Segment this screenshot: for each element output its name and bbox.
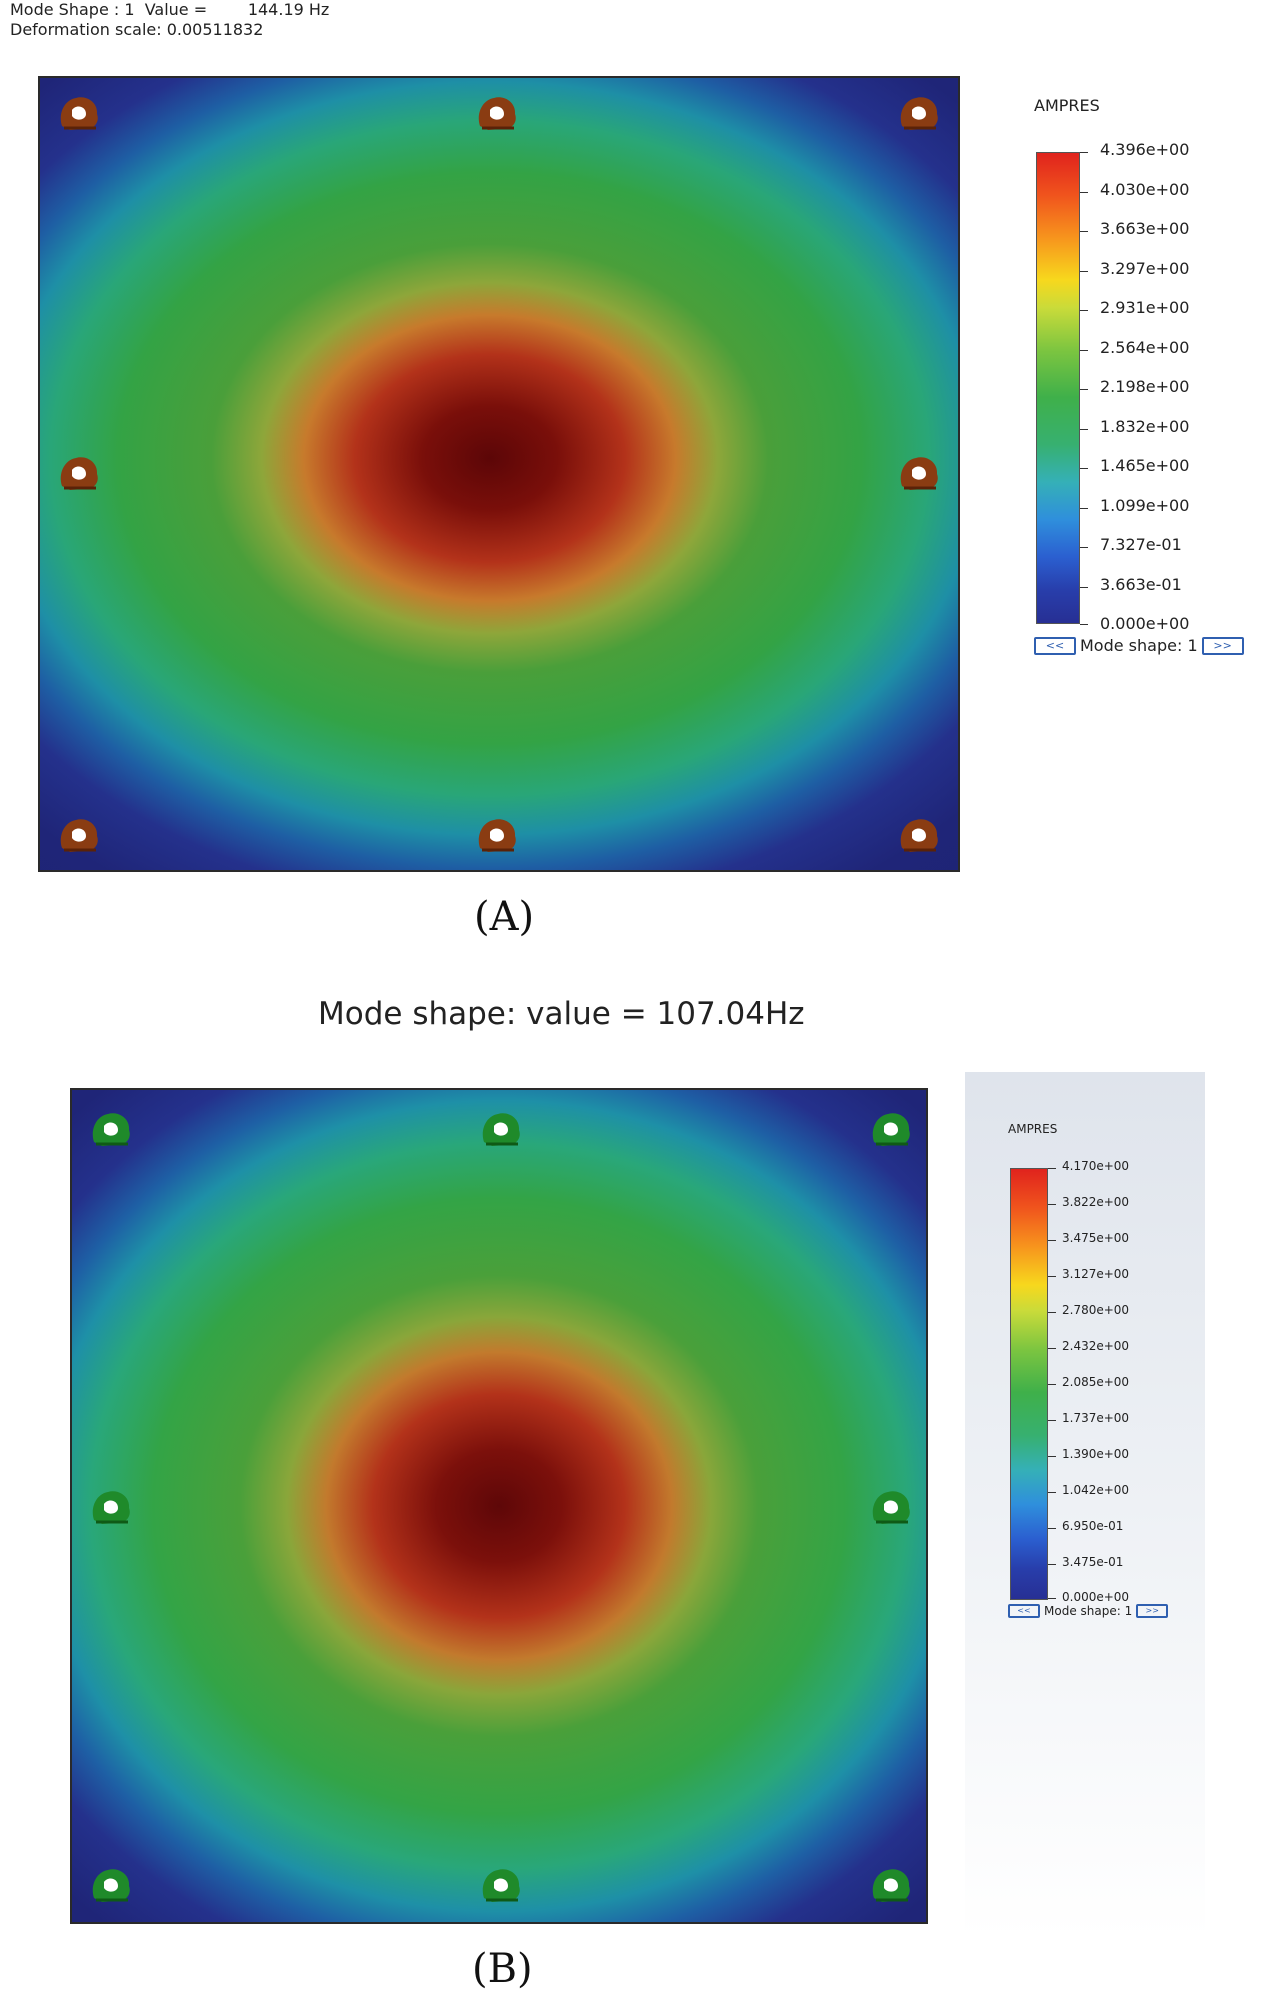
legend-title: AMPRES <box>1008 1122 1058 1136</box>
fixture-icon <box>896 452 942 494</box>
legend-tick-label: 3.127e+00 <box>1062 1267 1130 1281</box>
legend-tick-label: 4.030e+00 <box>1100 180 1190 199</box>
legend-tick-label: 3.475e-01 <box>1062 1555 1124 1569</box>
legend-tick-label: 3.297e+00 <box>1100 259 1190 278</box>
fixture-icon <box>88 1108 134 1150</box>
legend-tick <box>1048 1168 1056 1169</box>
fixture-icon <box>88 1486 134 1528</box>
viewport-background <box>965 1072 1205 1938</box>
legend-tick <box>1048 1276 1056 1277</box>
legend-tick <box>1080 271 1088 272</box>
legend-tick <box>1048 1564 1056 1565</box>
legend-tick-label: 0.000e+00 <box>1062 1590 1130 1604</box>
legend-tick-label: 4.170e+00 <box>1062 1159 1130 1173</box>
legend-tick-label: 3.663e+00 <box>1100 219 1190 238</box>
legend-tick-label: 1.832e+00 <box>1100 417 1190 436</box>
legend-a: AMPRES 4.396e+00 4.030e+00 3.663e+00 3.2… <box>1034 96 1274 666</box>
legend-tick <box>1048 1420 1056 1421</box>
previous-mode-button[interactable]: << <box>1008 1604 1040 1618</box>
fixture-icon <box>478 1108 524 1150</box>
legend-tick-label: 3.475e+00 <box>1062 1231 1130 1245</box>
mode-shape-label: Mode shape: 1 <box>1044 1604 1133 1618</box>
legend-tick-label: 1.737e+00 <box>1062 1411 1130 1425</box>
legend-tick <box>1048 1312 1056 1313</box>
mode-shape-navigator: << Mode shape: 1 >> <box>1008 1604 1169 1618</box>
caption-b: (B) <box>472 1946 533 1992</box>
legend-tick <box>1048 1492 1056 1493</box>
color-bar <box>1036 152 1080 624</box>
legend-tick <box>1080 429 1088 430</box>
mode-shape-title: Mode shape: value = 107.04Hz <box>318 996 805 1032</box>
mode-shape-navigator: << Mode shape: 1 >> <box>1034 636 1244 655</box>
legend-tick-label: 2.564e+00 <box>1100 338 1190 357</box>
fixture-icon <box>868 1108 914 1150</box>
color-bar <box>1010 1168 1048 1600</box>
fixture-icon <box>56 452 102 494</box>
legend-tick <box>1080 508 1088 509</box>
fixture-icon <box>88 1864 134 1906</box>
legend-tick <box>1080 192 1088 193</box>
legend-title: AMPRES <box>1034 96 1100 115</box>
caption-a: (A) <box>474 894 535 940</box>
legend-tick-label: 6.950e-01 <box>1062 1519 1124 1533</box>
next-mode-button[interactable]: >> <box>1136 1604 1169 1618</box>
plate-b-contour-plot[interactable] <box>70 1088 928 1924</box>
legend-tick <box>1080 231 1088 232</box>
legend-tick-label: 1.465e+00 <box>1100 456 1190 475</box>
fixture-icon <box>474 814 520 856</box>
legend-tick <box>1080 587 1088 588</box>
plate-a-contour-plot[interactable] <box>38 76 960 872</box>
legend-tick <box>1048 1528 1056 1529</box>
mode-shape-value-text: Mode Shape : 1 Value = 144.19 Hz <box>10 0 330 19</box>
previous-mode-button[interactable]: << <box>1034 636 1076 655</box>
legend-tick-label: 1.099e+00 <box>1100 496 1190 515</box>
legend-tick <box>1080 547 1088 548</box>
legend-tick-label: 2.931e+00 <box>1100 298 1190 317</box>
legend-tick <box>1048 1348 1056 1349</box>
legend-tick-label: 2.432e+00 <box>1062 1339 1130 1353</box>
fixture-icon <box>56 814 102 856</box>
legend-tick <box>1048 1204 1056 1205</box>
legend-tick <box>1048 1384 1056 1385</box>
fixture-icon <box>474 92 520 134</box>
legend-tick <box>1048 1456 1056 1457</box>
legend-tick <box>1048 1598 1056 1599</box>
legend-tick <box>1048 1240 1056 1241</box>
legend-tick <box>1080 624 1088 625</box>
legend-tick-label: 4.396e+00 <box>1100 140 1190 159</box>
legend-tick <box>1080 468 1088 469</box>
legend-tick-label: 1.390e+00 <box>1062 1447 1130 1461</box>
legend-tick-label: 2.780e+00 <box>1062 1303 1130 1317</box>
legend-tick <box>1080 152 1088 153</box>
legend-b: AMPRES 4.170e+00 3.822e+00 3.475e+00 3.1… <box>1008 1122 1208 1642</box>
legend-tick-label: 2.198e+00 <box>1100 377 1190 396</box>
legend-tick-label: 0.000e+00 <box>1100 614 1190 633</box>
legend-tick-label: 7.327e-01 <box>1100 535 1182 554</box>
fixture-icon <box>868 1486 914 1528</box>
deformation-scale-text: Deformation scale: 0.00511832 <box>10 20 264 39</box>
legend-tick <box>1080 350 1088 351</box>
legend-tick <box>1080 389 1088 390</box>
legend-tick-label: 3.663e-01 <box>1100 575 1182 594</box>
legend-tick-label: 2.085e+00 <box>1062 1375 1130 1389</box>
legend-tick <box>1080 310 1088 311</box>
legend-tick-label: 1.042e+00 <box>1062 1483 1130 1497</box>
fixture-icon <box>56 92 102 134</box>
mode-shape-label: Mode shape: 1 <box>1080 636 1198 655</box>
legend-tick-label: 3.822e+00 <box>1062 1195 1130 1209</box>
next-mode-button[interactable]: >> <box>1201 636 1244 655</box>
fixture-icon <box>896 814 942 856</box>
fixture-icon <box>868 1864 914 1906</box>
fixture-icon <box>478 1864 524 1906</box>
fixture-icon <box>896 92 942 134</box>
